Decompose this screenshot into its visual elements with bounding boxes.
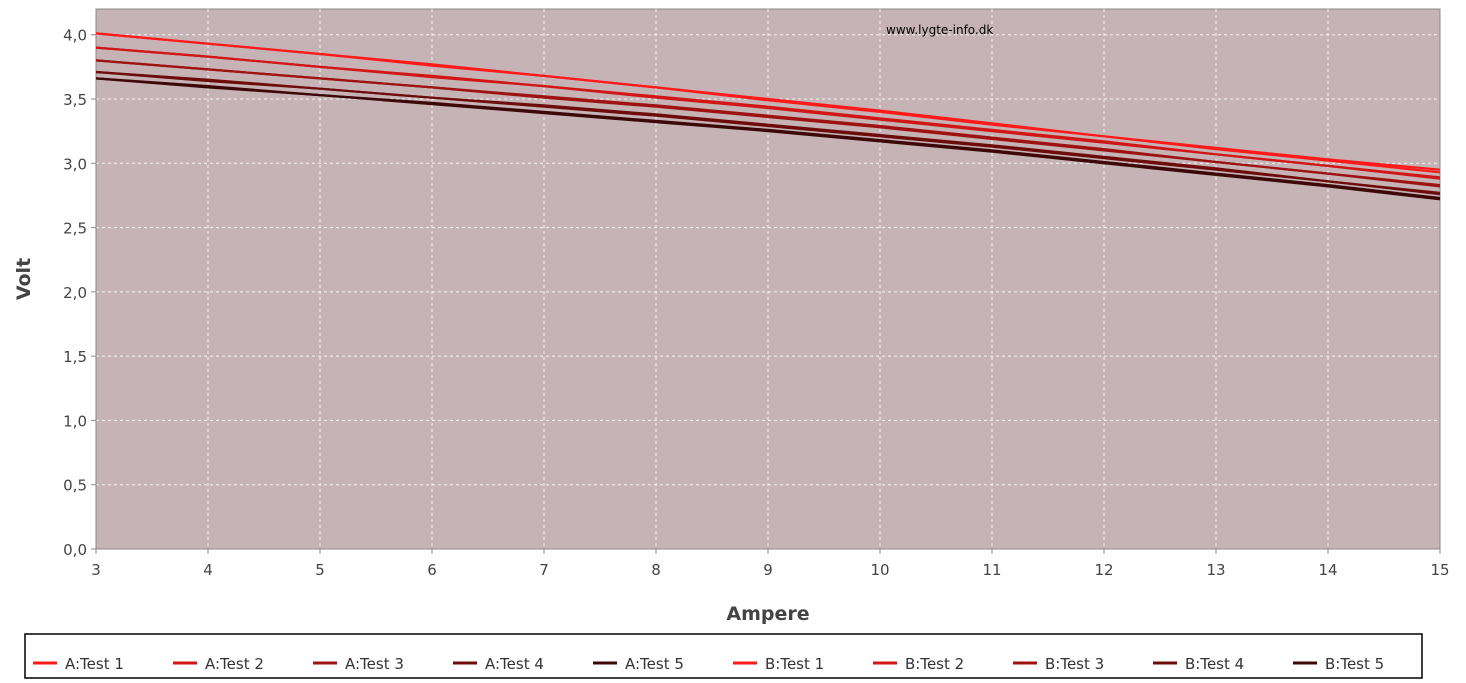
y-tick-label: 1,5: [63, 348, 87, 366]
y-axis-title: Volt: [13, 258, 35, 300]
x-tick-label: 12: [1094, 561, 1113, 579]
series-line-7: [95, 59, 1441, 187]
y-tick-label: 2,0: [63, 284, 87, 302]
y-tick-label: 0,0: [63, 541, 87, 559]
x-tick-label: 6: [427, 561, 437, 579]
legend-box: [24, 633, 1423, 679]
x-tick-label: 10: [870, 561, 889, 579]
axis-layer: 3 4 5 6 7 8 9 10 11 12 13 14 15 0,0 0,5 1,0 1,5 2,0 2,5 3,0…: [63, 9, 1450, 579]
legend-label: A:Test 2: [205, 655, 264, 673]
x-tick-label: 15: [1430, 561, 1449, 579]
series-line-5: [95, 32, 1441, 171]
grid-layer: [96, 9, 1440, 549]
legend-label: B:Test 4: [1185, 655, 1244, 673]
legend: A:Test 1 A:Test 2 A:Test 3 A:Test 4 A:Test 5…: [24, 633, 1423, 679]
y-tick-label: 0,5: [63, 477, 87, 495]
x-tick-label: 9: [763, 561, 773, 579]
legend-label: B:Test 2: [905, 655, 964, 673]
series-line-6: [95, 46, 1441, 179]
x-tick-label: 7: [539, 561, 549, 579]
legend-label: A:Test 4: [485, 655, 544, 673]
x-axis-title: Ampere: [726, 603, 809, 625]
x-tick-label: 14: [1318, 561, 1337, 579]
x-tick-label: 4: [203, 561, 213, 579]
x-tick-label: 13: [1206, 561, 1225, 579]
y-tick-label: 4,0: [63, 27, 87, 45]
series-layer: [95, 32, 1441, 201]
legend-label: A:Test 1: [65, 655, 124, 673]
legend-label: A:Test 5: [625, 655, 684, 673]
legend-label: B:Test 5: [1325, 655, 1384, 673]
x-tick-label: 11: [982, 561, 1001, 579]
legend-label: B:Test 1: [765, 655, 824, 673]
watermark-text: www.lygte-info.dk: [886, 23, 993, 37]
series-line-8: [95, 70, 1441, 194]
y-tick-label: 2,5: [63, 220, 87, 238]
x-tick-label: 3: [91, 561, 101, 579]
series-line-9: [95, 77, 1441, 201]
y-tick-label: 1,0: [63, 412, 87, 430]
y-tick-label: 3,0: [63, 155, 87, 173]
x-tick-label: 5: [315, 561, 325, 579]
y-tick-label: 3,5: [63, 91, 87, 109]
legend-label: A:Test 3: [345, 655, 404, 673]
x-tick-label: 8: [651, 561, 661, 579]
legend-label: B:Test 3: [1045, 655, 1104, 673]
